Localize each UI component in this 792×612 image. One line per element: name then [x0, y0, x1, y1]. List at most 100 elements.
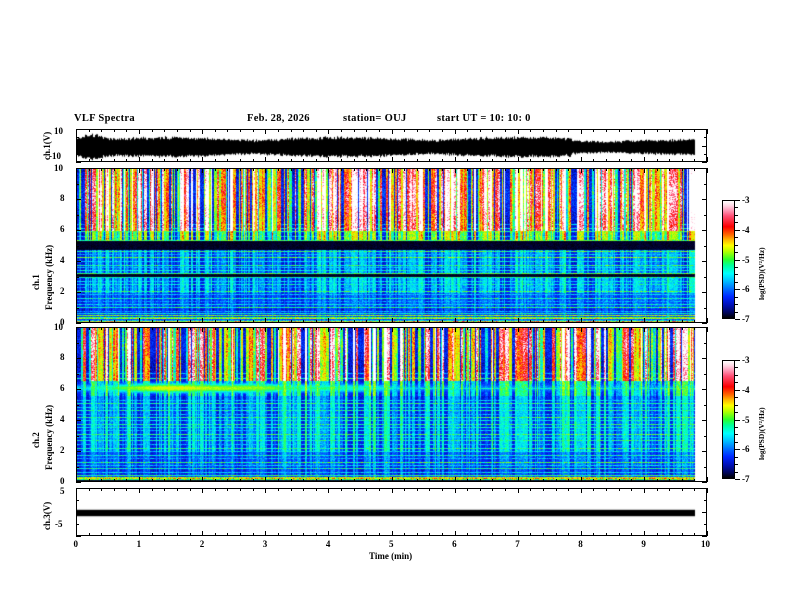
tick-mark — [492, 168, 493, 171]
tick-mark — [152, 129, 153, 132]
tick-mark — [404, 327, 405, 330]
tick-mark — [702, 129, 707, 130]
tick-mark — [76, 154, 79, 155]
tick-mark — [669, 168, 670, 171]
tick-mark — [354, 327, 355, 330]
tick-mark — [429, 533, 430, 536]
tick-mark — [518, 157, 519, 162]
tick-mark — [89, 159, 90, 162]
tick-mark — [619, 479, 620, 482]
tick-mark — [704, 308, 707, 309]
ch2-colorbar-label: log(PSD)(V²/Hz) — [757, 407, 766, 460]
ch1-colorbar-label: log(PSD)(V²/Hz) — [757, 247, 766, 300]
tick-mark — [328, 531, 329, 536]
tick-mark — [366, 533, 367, 536]
tick-mark — [702, 536, 707, 537]
tick-mark — [190, 168, 191, 171]
tick-mark — [76, 327, 77, 332]
tick-mark — [581, 168, 582, 173]
colorbar-minor-tick — [735, 282, 738, 283]
tick-mark — [530, 327, 531, 330]
tick-mark — [366, 320, 367, 323]
x-tick-4: 4 — [325, 539, 331, 549]
tick-mark — [303, 129, 304, 132]
tick-mark — [644, 318, 645, 323]
tick-mark — [303, 327, 304, 330]
tick-mark — [707, 318, 708, 323]
tick-mark — [669, 479, 670, 482]
tick-mark — [126, 320, 127, 323]
tick-mark — [126, 533, 127, 536]
tick-mark — [354, 488, 355, 491]
tick-mark — [76, 488, 81, 489]
tick-mark — [379, 159, 380, 162]
colorbar-tick--5: -5 — [742, 254, 750, 265]
tick-mark — [253, 327, 254, 330]
tick-mark — [417, 168, 418, 171]
tick-mark — [253, 159, 254, 162]
tick-mark — [543, 129, 544, 132]
colorbar-minor-tick — [735, 245, 738, 246]
tick-mark — [530, 168, 531, 171]
tick-mark — [702, 230, 707, 231]
colorbar-minor-tick — [735, 442, 738, 443]
x-tick-2: 2 — [199, 539, 205, 549]
x-tick-10: 10 — [701, 539, 710, 549]
tick-mark — [76, 292, 81, 293]
colorbar-tick-mark — [735, 200, 740, 201]
tick-mark — [215, 533, 216, 536]
tick-mark — [492, 479, 493, 482]
tick-mark — [467, 320, 468, 323]
tick-mark — [392, 129, 393, 134]
tick-mark — [291, 533, 292, 536]
tick-mark — [694, 129, 695, 132]
tick-mark — [240, 327, 241, 330]
x-tick-8: 8 — [578, 539, 583, 549]
ch2-colorbar-gradient — [722, 360, 735, 479]
tick-mark — [328, 129, 329, 134]
tick-mark — [379, 129, 380, 132]
start-ut-label: start UT = 10: 10: 0 — [437, 113, 531, 124]
tick-mark — [694, 168, 695, 171]
tick-mark — [518, 531, 519, 536]
colorbar-tick-mark — [735, 420, 740, 421]
tick-mark — [177, 479, 178, 482]
tick-mark — [126, 159, 127, 162]
tick-mark — [76, 129, 81, 130]
tick-mark — [530, 479, 531, 482]
tick-mark — [442, 488, 443, 491]
tick-mark — [442, 320, 443, 323]
ch3-ytick-neg5: -5 — [55, 519, 63, 529]
tick-mark — [480, 327, 481, 330]
tick-mark — [101, 479, 102, 482]
tick-mark — [682, 159, 683, 162]
tick-mark — [291, 168, 292, 171]
tick-mark — [455, 168, 456, 173]
tick-mark — [366, 159, 367, 162]
tick-mark — [278, 129, 279, 132]
panel-ch2-spectrogram-ylabel-channel: ch.2 — [31, 432, 41, 448]
tick-mark — [227, 159, 228, 162]
tick-mark — [543, 479, 544, 482]
tick-mark — [278, 488, 279, 491]
panel-ch1-spectrogram-ylabel-frequency: Frequency (kHz) — [44, 244, 54, 310]
tick-mark — [682, 168, 683, 171]
ch1spec-ytick-4: 4 — [60, 255, 65, 265]
tick-mark — [442, 159, 443, 162]
tick-mark — [126, 168, 127, 171]
tick-mark — [392, 327, 393, 332]
tick-mark — [316, 129, 317, 132]
tick-mark — [152, 327, 153, 330]
colorbar-tick--3: -3 — [742, 355, 750, 365]
tick-mark — [278, 327, 279, 330]
tick-mark — [89, 168, 90, 171]
tick-mark — [328, 488, 329, 493]
tick-mark — [518, 477, 519, 482]
tick-mark — [657, 129, 658, 132]
colorbar-tick-mark — [735, 230, 740, 231]
tick-mark — [76, 199, 81, 200]
colorbar-minor-tick — [735, 215, 738, 216]
tick-mark — [354, 479, 355, 482]
tick-mark — [505, 488, 506, 491]
tick-mark — [291, 327, 292, 330]
